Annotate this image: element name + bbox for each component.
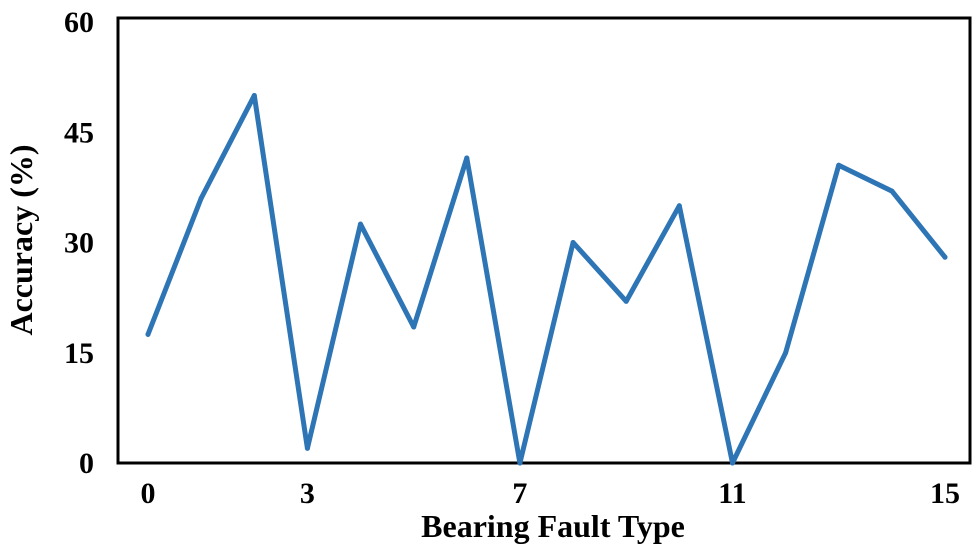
series-point [517,460,523,466]
series-point [464,155,470,161]
series-point [836,162,842,168]
x-tick-label: 11 [718,477,746,510]
series-point [251,93,257,98]
series-line [145,93,948,466]
y-tick-label: 30 [64,227,94,260]
x-tick-label: 0 [141,477,156,510]
y-tick-label: 45 [64,116,94,149]
series-point [623,298,629,304]
x-tick-label: 7 [512,477,527,510]
x-axis-tick-labels: 0 3 7 11 15 [141,477,961,510]
x-tick-label: 15 [930,477,960,510]
y-tick-label: 0 [79,447,94,480]
y-tick-label: 15 [64,337,94,370]
series-point [570,240,576,245]
series-point [198,195,204,201]
series-point [676,203,682,209]
series-point [783,350,789,356]
series-point [358,221,363,227]
series-point [730,460,735,466]
series-point [942,254,948,260]
y-axis-title: Accuracy (%) [3,144,39,335]
series-group [145,93,948,466]
x-tick-label: 3 [300,477,315,510]
series-point [889,188,895,194]
plot-frame [116,16,972,465]
x-axis-title: Bearing Fault Type [421,508,685,544]
series-point [411,324,417,330]
series-point [304,445,310,451]
y-tick-label: 60 [64,6,94,39]
y-axis-tick-labels: 0 15 30 45 60 [64,6,94,480]
series-point [145,331,151,337]
